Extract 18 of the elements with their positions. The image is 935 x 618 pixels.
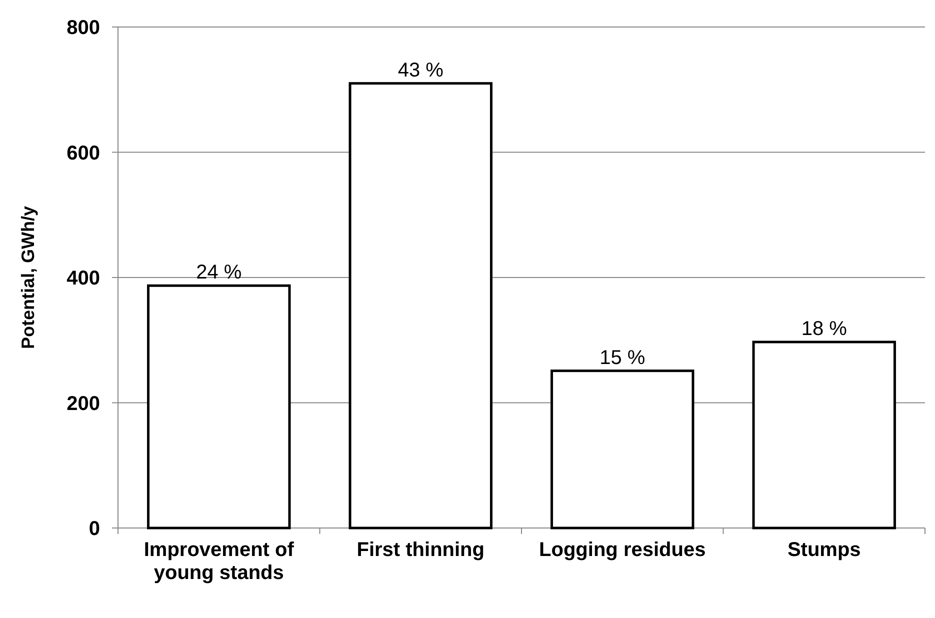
annotation: 24 %: [196, 262, 242, 284]
x-tick-label: Logging residues: [539, 539, 706, 561]
bar: [550, 370, 694, 530]
x-tick-label: Stumps: [787, 539, 861, 561]
y-tick-label: 400: [66, 268, 100, 290]
annotation: 43 %: [398, 59, 444, 82]
x-tick-label: Improvement of young stands: [144, 539, 294, 584]
x-tick-label: First thinning: [356, 539, 485, 561]
y-tick-label: 200: [66, 392, 100, 415]
bar: [147, 284, 291, 530]
y-tick-label: 800: [66, 17, 100, 39]
annotation: 15 %: [600, 346, 646, 369]
y-tick-label: 600: [66, 142, 100, 164]
bar: [348, 82, 492, 530]
annotation: 18 %: [801, 318, 848, 340]
bar: [752, 340, 896, 530]
y-axis-title: Potential, GWh/y: [18, 206, 38, 350]
y-tick-label: 0: [88, 518, 100, 540]
